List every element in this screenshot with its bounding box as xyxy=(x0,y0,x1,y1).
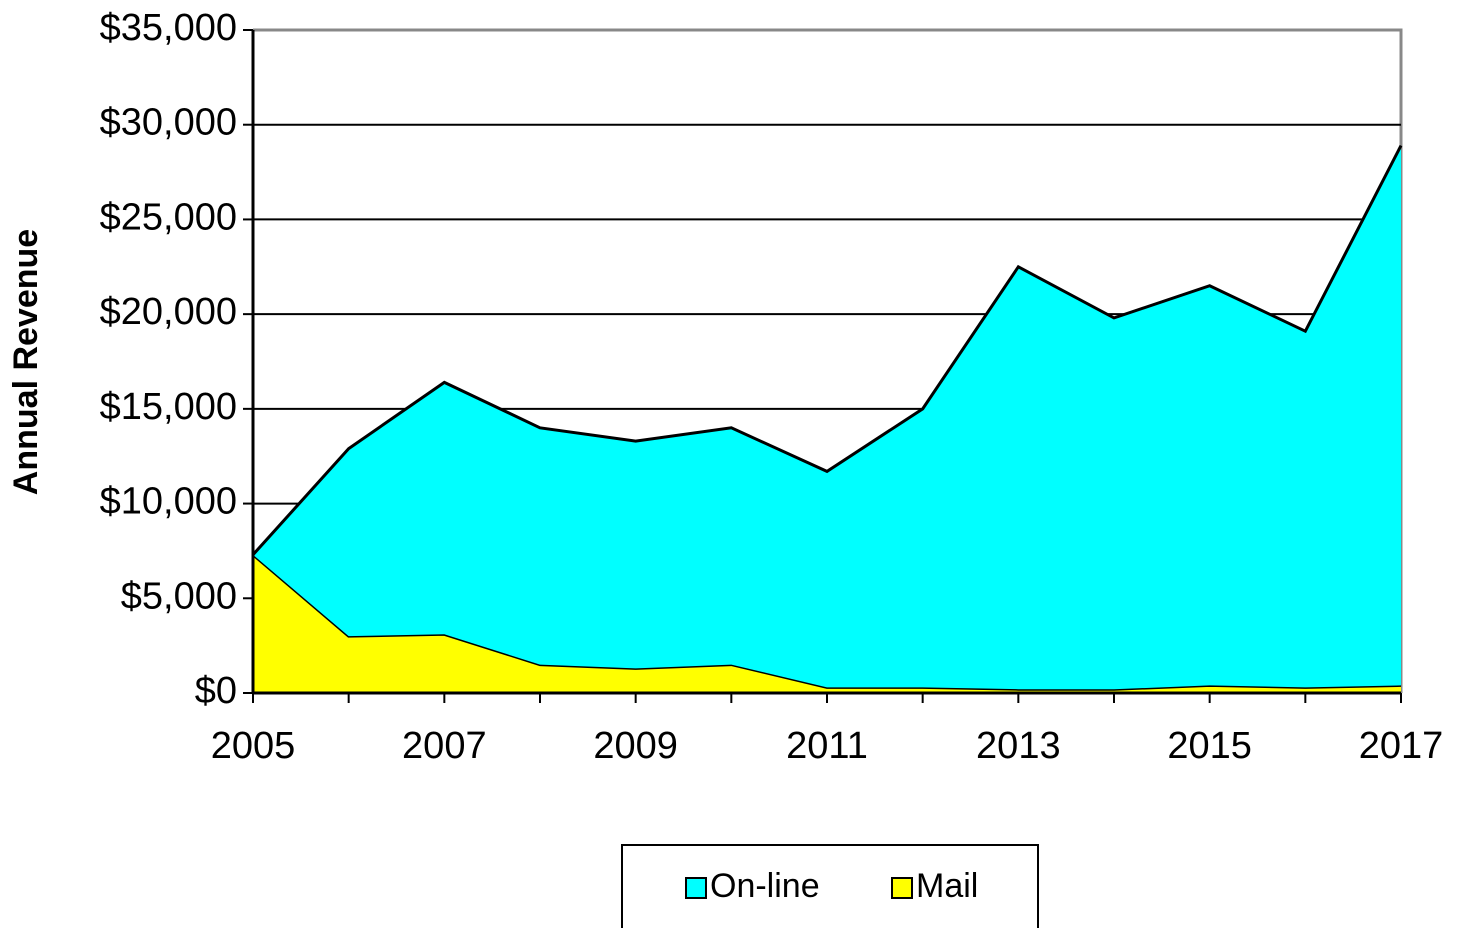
y-tick-label: $0 xyxy=(195,670,237,712)
x-tick-label: 2007 xyxy=(402,725,487,767)
x-tick-label: 2005 xyxy=(211,725,296,767)
y-tick-label: $10,000 xyxy=(100,481,237,523)
legend-swatch xyxy=(685,877,707,899)
y-tick-label: $35,000 xyxy=(100,7,237,49)
x-tick-label: 2017 xyxy=(1359,725,1444,767)
x-tick-label: 2009 xyxy=(593,725,678,767)
y-tick-label: $30,000 xyxy=(100,102,237,144)
x-tick-label: 2011 xyxy=(786,725,868,767)
y-tick-label: $15,000 xyxy=(100,386,237,428)
y-tick-label: $25,000 xyxy=(100,196,237,238)
y-tick-label: $5,000 xyxy=(121,575,237,617)
y-axis-label: Annual Revenue xyxy=(7,229,45,495)
legend-label: Mail xyxy=(916,867,978,905)
area-edge xyxy=(251,144,1403,556)
x-tick-label: 2013 xyxy=(976,725,1061,767)
y-tick-label: $20,000 xyxy=(100,291,237,333)
legend-swatch xyxy=(891,877,913,899)
area xyxy=(253,554,1401,693)
area xyxy=(253,145,1401,690)
legend-label: On-line xyxy=(710,867,820,905)
x-tick-label: 2015 xyxy=(1167,725,1252,767)
